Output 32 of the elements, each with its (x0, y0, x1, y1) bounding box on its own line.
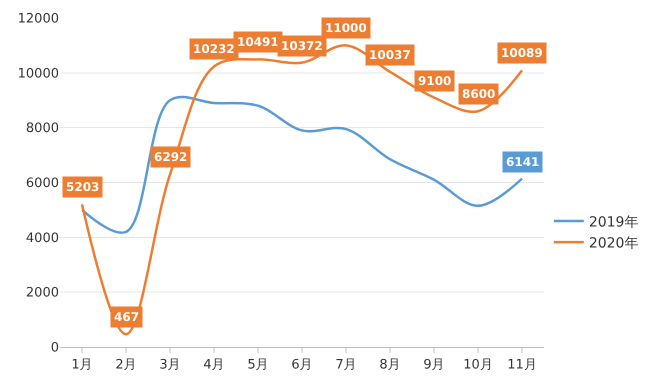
y-tick-label: 0 (50, 340, 59, 356)
data-label: 6141 (506, 155, 540, 169)
y-tick-label: 4000 (26, 230, 59, 246)
data-label: 467 (114, 310, 140, 324)
x-tick-label: 4月 (203, 358, 225, 373)
x-tick-label: 3月 (159, 358, 181, 373)
data-label: 8600 (462, 87, 496, 101)
x-tick-label: 11月 (507, 358, 537, 373)
data-label: 10037 (369, 48, 411, 62)
x-tick-label: 8月 (379, 358, 401, 373)
x-tick-label: 10月 (463, 358, 493, 373)
data-label: 6292 (154, 150, 188, 164)
data-label: 10232 (193, 42, 235, 56)
data-label: 10089 (501, 46, 543, 60)
x-tick-label: 5月 (247, 358, 269, 373)
data-label: 10491 (237, 35, 279, 49)
x-tick-label: 6月 (291, 358, 313, 373)
data-label: 10372 (281, 39, 323, 53)
y-tick-label: 12000 (18, 12, 59, 27)
x-tick-label: 2月 (115, 358, 137, 373)
legend-label: 2019年 (588, 214, 638, 230)
x-tick-label: 7月 (335, 358, 357, 373)
x-tick-label: 9月 (423, 358, 445, 373)
data-label: 5203 (66, 180, 100, 194)
data-label: 9100 (418, 74, 452, 88)
y-tick-label: 6000 (26, 176, 59, 192)
data-label: 11000 (325, 21, 367, 35)
y-tick-label: 10000 (18, 66, 59, 82)
y-tick-label: 2000 (26, 286, 59, 301)
legend-label: 2020年 (588, 236, 638, 252)
y-tick-label: 8000 (26, 121, 59, 136)
x-tick-label: 1月 (71, 358, 93, 373)
